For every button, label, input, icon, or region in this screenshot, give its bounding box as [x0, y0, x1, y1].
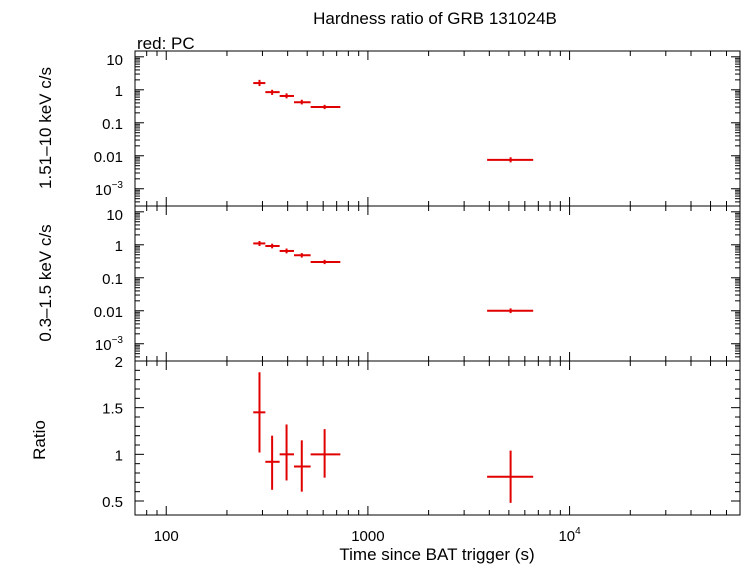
y-axis-label-soft: 0.3–1.5 keV c/s — [36, 224, 55, 341]
y-tick-label: 1 — [115, 238, 123, 255]
y-axis-label-ratio: Ratio — [30, 420, 49, 460]
chart-title: Hardness ratio of GRB 131024B — [313, 9, 557, 28]
data-point — [310, 104, 341, 110]
data-point — [293, 99, 311, 105]
y-tick-label: 10−3 — [95, 335, 124, 354]
data-point — [279, 248, 294, 254]
y-tick-label: 0.01 — [94, 304, 123, 321]
x-tick-label: 100 — [154, 528, 179, 545]
chart-subtitle: red: PC — [137, 34, 195, 53]
panel-frame-soft — [134, 205, 741, 362]
data-point — [253, 79, 266, 87]
data-point — [487, 450, 534, 503]
x-tick-label: 1000 — [351, 528, 384, 545]
x-tick-label: 104 — [558, 526, 581, 545]
data-point — [310, 429, 341, 478]
x-axis-label: Time since BAT trigger (s) — [339, 545, 534, 564]
data-point — [487, 157, 534, 163]
data-point — [265, 89, 280, 95]
data-point — [265, 435, 280, 490]
y-tick-label: 10 — [106, 207, 123, 224]
panel-soft: 10 1 0.1 0.01 10−3 0.3–1.5 keV c/s — [36, 205, 741, 362]
y-tick-label: 1 — [115, 83, 123, 100]
data-point — [293, 440, 311, 492]
y-tick-label: 0.5 — [102, 494, 123, 511]
data-point — [310, 259, 341, 265]
y-tick-label: 0.1 — [102, 271, 123, 288]
data-point — [487, 308, 534, 314]
y-tick-label: 1 — [115, 447, 123, 464]
data-point — [279, 424, 294, 481]
y-axis-label-hard: 1.51–10 keV c/s — [36, 67, 55, 189]
data-point — [253, 241, 266, 246]
y-tick-label: 10−3 — [95, 180, 124, 199]
data-point — [265, 243, 280, 249]
data-point — [279, 93, 294, 99]
y-tick-label: 0.1 — [102, 116, 123, 133]
y-tick-label: 1.5 — [102, 401, 123, 418]
y-tick-label: 0.01 — [94, 149, 123, 166]
panel-ratio: 2 1.5 1 0.5 Ratio — [30, 354, 741, 516]
data-point — [293, 253, 311, 258]
y-tick-label: 10 — [106, 52, 123, 69]
y-tick-label: 2 — [115, 354, 123, 371]
panel-frame-ratio — [134, 360, 741, 516]
panel-frame-hard — [134, 50, 741, 207]
panel-hard: 10 1 0.1 0.01 10−3 1.51–10 keV c/s — [36, 50, 741, 207]
data-point — [253, 372, 266, 453]
